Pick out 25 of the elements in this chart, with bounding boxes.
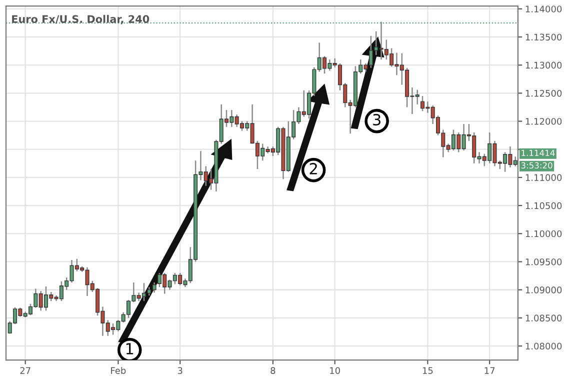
annotation: 2 <box>310 162 317 174</box>
y-tick-label: 1.08000 <box>526 342 562 350</box>
y-tick-label: 1.14000 <box>526 6 562 12</box>
y-tick-label: 1.12000 <box>526 118 562 125</box>
annotation: 1 <box>126 343 134 354</box>
y-tick-label: 1.13000 <box>526 62 562 69</box>
y-tick-label: 1.09500 <box>526 258 562 266</box>
x-tick-label: 27 <box>20 367 30 374</box>
y-tick-label: 1.08500 <box>526 314 562 322</box>
text: Euro Fx/U.S. Dollar, 240 <box>12 14 150 24</box>
y-tick-label: 1.11000 <box>526 174 562 181</box>
text: 1.11414 <box>522 150 555 156</box>
annotation: 3 <box>373 114 380 126</box>
y-tick-label: 1.09000 <box>526 286 562 294</box>
x-tick-label: 15 <box>422 367 433 374</box>
x-tick-label: 8 <box>270 367 276 374</box>
x-tick-label: 17 <box>484 367 495 374</box>
x-tick-label: 3 <box>178 367 182 374</box>
y-tick-label: 1.10000 <box>526 230 562 238</box>
y-tick-label: 1.10500 <box>526 202 562 210</box>
y-tick-label: 1.13500 <box>526 34 562 41</box>
text: 3:53:20 <box>521 162 552 169</box>
x-tick-label: Feb <box>111 366 126 374</box>
y-tick-label: 1.12500 <box>526 90 562 97</box>
x-tick-label: 10 <box>330 367 340 374</box>
